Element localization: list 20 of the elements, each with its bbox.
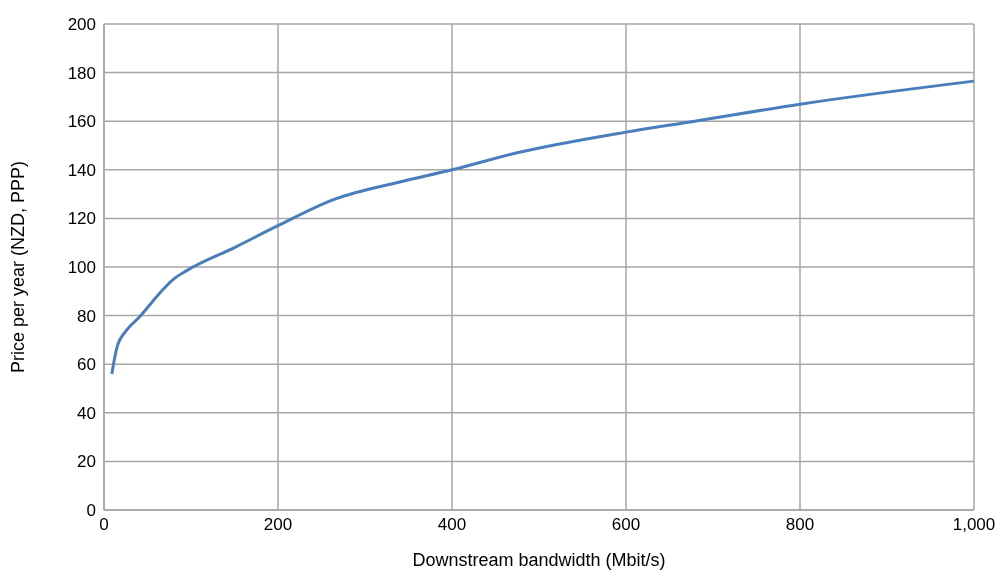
y-axis-title: Price per year (NZD, PPP) bbox=[8, 160, 29, 374]
y-tick-label: 120 bbox=[67, 209, 96, 229]
y-tick-label: 60 bbox=[77, 355, 96, 375]
x-tick-label: 800 bbox=[785, 515, 815, 535]
x-tick-label: 1,000 bbox=[952, 515, 996, 535]
y-tick-label: 140 bbox=[67, 160, 96, 180]
line-series bbox=[110, 79, 974, 376]
y-tick-label: 0 bbox=[86, 501, 96, 521]
y-tick-label: 80 bbox=[77, 306, 96, 326]
x-tick-label: 400 bbox=[437, 515, 467, 535]
y-tick-label: 180 bbox=[67, 63, 96, 83]
y-tick-label: 20 bbox=[77, 452, 96, 472]
y-tick-label: 160 bbox=[67, 112, 96, 132]
x-axis-title: Downstream bandwidth (Mbit/s) bbox=[412, 550, 666, 570]
y-tick-label: 200 bbox=[67, 15, 96, 35]
x-tick-label: 0 bbox=[99, 515, 109, 535]
y-tick-label: 100 bbox=[67, 258, 96, 278]
x-tick-label: 600 bbox=[611, 515, 641, 535]
x-tick-label: 200 bbox=[263, 515, 293, 535]
y-tick-label: 40 bbox=[77, 403, 96, 423]
